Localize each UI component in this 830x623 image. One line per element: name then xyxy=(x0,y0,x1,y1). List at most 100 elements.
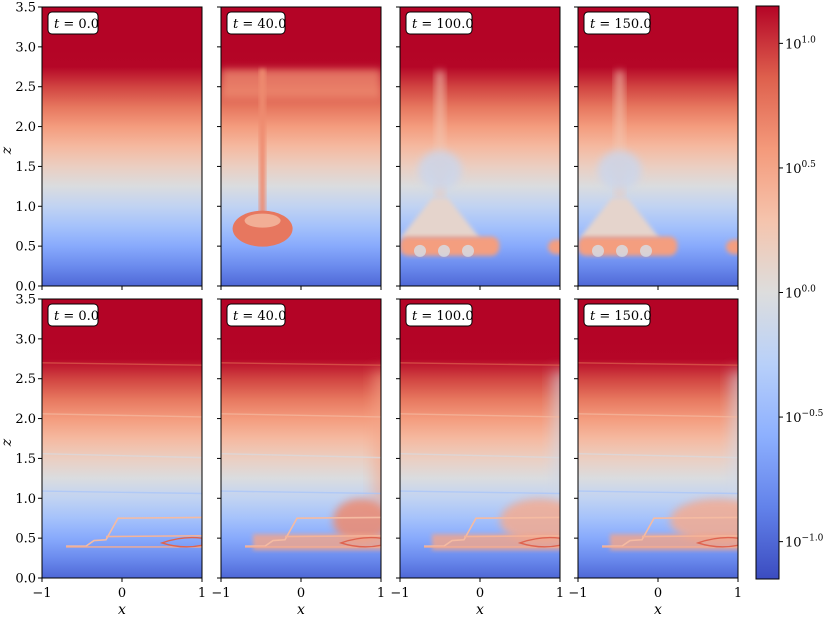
panel-heatmap xyxy=(578,7,738,286)
y-tick-label: 0.5 xyxy=(15,532,36,547)
wall-plume xyxy=(730,370,738,507)
contour-line xyxy=(641,534,738,538)
vortex xyxy=(414,244,426,257)
isoline xyxy=(400,452,560,459)
panel-heatmap xyxy=(221,7,381,286)
spread-layer-edge xyxy=(726,239,738,255)
y-tick-label: 0.0 xyxy=(15,280,36,295)
panel-label: t = 100.0 xyxy=(405,11,474,35)
y-tick-label: 2.0 xyxy=(15,120,36,135)
vortex xyxy=(462,244,474,257)
intrusion xyxy=(500,498,560,543)
colorbar xyxy=(755,5,780,580)
isoline xyxy=(578,413,738,418)
panel-heatmap xyxy=(221,299,381,578)
contour-line xyxy=(284,534,381,538)
isoline xyxy=(221,490,381,495)
contour-line xyxy=(517,536,560,548)
panel-heatmap xyxy=(578,299,738,578)
y-tick-label: 3.0 xyxy=(15,40,36,55)
panel-heatmap xyxy=(400,7,560,286)
y-axis-label: z xyxy=(0,146,15,155)
y-tick-label: 1.5 xyxy=(15,452,36,467)
wall-plume xyxy=(552,370,560,507)
panel-label-text: t = 0.0 xyxy=(54,17,99,32)
x-tick-label: 1 xyxy=(377,586,385,601)
panel-heatmap xyxy=(42,299,202,578)
isoline xyxy=(42,490,202,495)
isoline xyxy=(42,362,202,366)
x-axis-label: x xyxy=(476,602,484,618)
contour-line xyxy=(245,516,381,547)
x-axis-label: x xyxy=(654,602,662,618)
y-tick-label: 2.5 xyxy=(15,80,36,95)
contour-line xyxy=(463,534,560,538)
x-tick-label: −1 xyxy=(211,586,230,601)
panel-label-text: t = 40.0 xyxy=(233,17,286,32)
y-tick-label: 2.5 xyxy=(15,372,36,387)
x-tick-label: 1 xyxy=(556,586,564,601)
x-tick-label: −1 xyxy=(390,586,409,601)
contour-line xyxy=(66,516,202,547)
x-tick-label: 0 xyxy=(476,586,484,601)
vortex xyxy=(438,244,450,257)
heatmap-field xyxy=(42,299,202,578)
y-tick-label: 1.0 xyxy=(15,200,36,215)
panel-label: t = 150.0 xyxy=(583,303,652,327)
vortex xyxy=(640,244,652,257)
colorbar-tick-label: 10−0.5 xyxy=(785,409,824,426)
vortex xyxy=(616,244,628,257)
isoline xyxy=(400,362,560,366)
x-tick-label: −1 xyxy=(32,586,51,601)
panel-label: t = 100.0 xyxy=(405,303,474,327)
panel-label: t = 150.0 xyxy=(583,11,652,35)
y-axis-label: z xyxy=(0,438,15,447)
contour-line xyxy=(695,536,738,548)
isoline xyxy=(221,362,381,366)
plume-head xyxy=(418,150,462,191)
y-tick-label: 3.5 xyxy=(15,293,36,308)
panel-label-text: t = 100.0 xyxy=(412,17,474,32)
y-tick-label: 1.0 xyxy=(15,492,36,507)
x-tick-label: 0 xyxy=(118,586,126,601)
panel-heatmap xyxy=(42,7,202,286)
y-tick-label: 3.5 xyxy=(15,1,36,16)
isoline xyxy=(578,452,738,459)
y-tick-label: 2.0 xyxy=(15,412,36,427)
panel-label-text: t = 150.0 xyxy=(590,309,652,324)
isoline xyxy=(42,413,202,418)
x-tick-label: 1 xyxy=(734,586,742,601)
colorbar-tick-label: 10−1.0 xyxy=(785,534,824,551)
x-axis-label: x xyxy=(297,602,305,618)
isoline xyxy=(42,452,202,459)
panel-label-text: t = 100.0 xyxy=(412,309,474,324)
panel-label-text: t = 150.0 xyxy=(590,17,652,32)
warm-layer xyxy=(221,69,381,99)
panel-label: t = 40.0 xyxy=(226,11,286,35)
panel-label: t = 0.0 xyxy=(47,303,99,327)
y-tick-label: 1.5 xyxy=(15,160,36,175)
colorbar-tick-label: 100.0 xyxy=(785,285,816,302)
plume-body xyxy=(400,198,480,239)
panel-label: t = 40.0 xyxy=(226,303,286,327)
isoline xyxy=(400,490,560,495)
y-tick-label: 3.0 xyxy=(15,332,36,347)
heatmap-field xyxy=(221,7,381,286)
panel-heatmap xyxy=(400,299,560,578)
colorbar-tick-label: 101.0 xyxy=(785,35,816,52)
panel-label-text: t = 40.0 xyxy=(233,309,286,324)
vortex xyxy=(592,244,604,257)
contour-line xyxy=(159,536,202,548)
x-axis-label: x xyxy=(118,602,126,618)
plume-stem xyxy=(259,69,266,243)
plume-stem xyxy=(436,70,444,199)
spread-layer-edge xyxy=(548,239,560,255)
intrusion xyxy=(670,498,738,543)
contour-line xyxy=(338,536,381,548)
x-tick-label: 0 xyxy=(654,586,662,601)
plume-head xyxy=(597,150,642,191)
panel-label: t = 0.0 xyxy=(47,11,99,35)
isoline xyxy=(221,413,381,418)
colorbar-tick-label: 100.5 xyxy=(785,160,816,177)
